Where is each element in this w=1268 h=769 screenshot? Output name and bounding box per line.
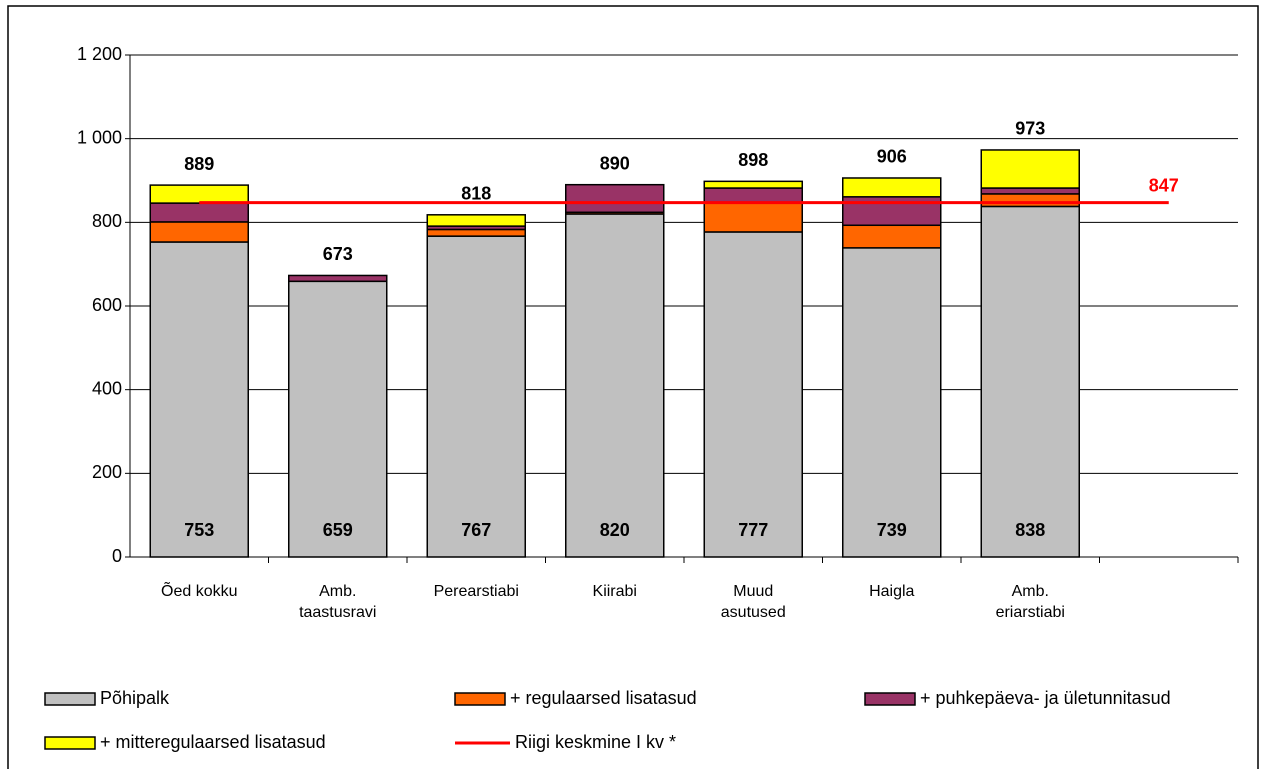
base-value-label: 659: [323, 520, 353, 540]
y-tick-label: 1 200: [77, 44, 122, 64]
legend-label: Riigi keskmine I kv *: [515, 732, 676, 752]
bar-segment: [703, 231, 803, 558]
bar-segment: [426, 228, 526, 237]
y-tick-label: 600: [92, 295, 122, 315]
legend-swatch: [454, 692, 506, 706]
base-value-label: 753: [184, 520, 214, 540]
x-tick-label: Õed kokku: [161, 583, 238, 600]
x-tick-label: Kiirabi: [592, 583, 637, 600]
y-tick-label: 0: [112, 546, 122, 566]
bar-segment: [980, 205, 1080, 558]
y-tick-label: 1 000: [77, 127, 122, 147]
base-value-label: 838: [1015, 520, 1045, 540]
total-label: 973: [1015, 119, 1045, 139]
legend-label: + regulaarsed lisatasud: [510, 688, 697, 708]
bar-segment: [842, 247, 942, 558]
base-value-label: 777: [738, 520, 768, 540]
bar-segment: [980, 187, 1080, 195]
x-tick-label: Perearstiabi: [433, 583, 519, 600]
total-label: 890: [600, 153, 630, 173]
frame: [7, 5, 1259, 769]
bar-segment: [703, 187, 803, 204]
total-label: 906: [877, 147, 907, 167]
bar-segment: [842, 224, 942, 249]
base-value-label: 767: [461, 520, 491, 540]
bar-segment: [149, 184, 249, 204]
x-tick-label: Haigla: [869, 583, 915, 600]
total-label: 673: [323, 244, 353, 264]
legend-swatch: [44, 736, 96, 750]
bar-segment: [565, 183, 665, 214]
legend-label: + mitteregulaarsed lisatasud: [100, 732, 326, 752]
y-tick-label: 800: [92, 211, 122, 231]
bar-segment: [842, 177, 942, 198]
legend-label: Põhipalk: [100, 688, 170, 708]
bar-segment: [842, 196, 942, 227]
legend-swatch: [864, 692, 916, 706]
legend-label: + puhkepäeva- ja ületunnitasud: [920, 688, 1171, 708]
reference-label: 847: [1149, 175, 1179, 195]
x-tick-label: Amb. taastusravi: [299, 583, 377, 621]
base-value-label: 820: [600, 520, 630, 540]
bar-segment: [980, 149, 1080, 189]
x-tick-label: Amb. eriarstiabi: [995, 583, 1065, 621]
bar-segment: [565, 213, 665, 558]
bar-segment: [149, 202, 249, 223]
bar-segment: [426, 214, 526, 227]
bar-segment: [980, 193, 1080, 208]
bar-segment: [703, 202, 803, 233]
base-value-label: 739: [877, 520, 907, 540]
y-tick-label: 200: [92, 462, 122, 482]
bar-segment: [703, 180, 803, 189]
total-label: 889: [184, 154, 214, 174]
bar-segment: [288, 280, 388, 558]
bar-segment: [149, 221, 249, 243]
bar-segment: [288, 274, 388, 283]
total-label: 818: [461, 184, 491, 204]
total-label: 898: [738, 150, 768, 170]
x-tick-label: Muud asutused: [720, 583, 786, 621]
y-tick-label: 400: [92, 378, 122, 398]
bar-segment: [426, 235, 526, 558]
legend-swatch: [44, 692, 96, 706]
bar-segment: [149, 241, 249, 558]
